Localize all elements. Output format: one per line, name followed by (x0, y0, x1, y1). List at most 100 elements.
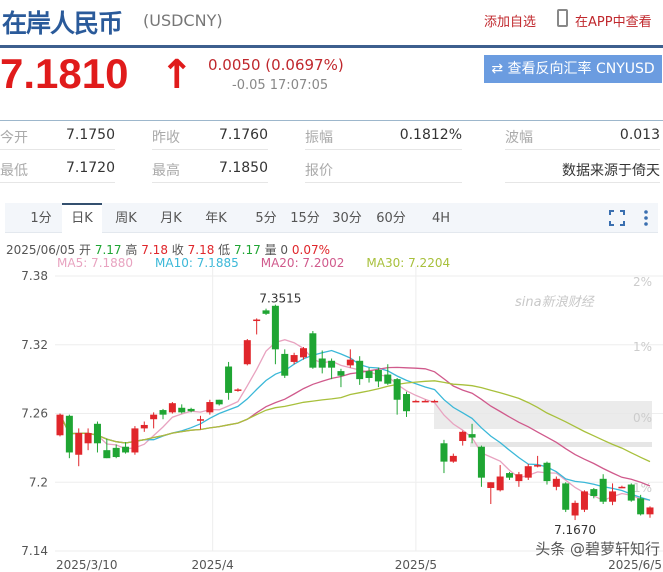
candle (299, 347, 307, 360)
candle (543, 461, 551, 485)
fullscreen-icon[interactable] (609, 210, 625, 226)
candle-body (168, 403, 176, 413)
candle (580, 490, 588, 513)
candle-body (421, 400, 429, 403)
high-value: 7.18 (141, 243, 168, 257)
update-time: -0.05 17:07:05 (232, 78, 329, 93)
candle-body (253, 319, 261, 322)
candle-body (468, 434, 476, 438)
open-label: 开 (79, 243, 92, 257)
tab-6[interactable]: 15分 (290, 211, 320, 226)
y-tick-label: 7.14 (21, 544, 48, 558)
period-tabs: 1分 日K 周K 月K 年K 5分 15分 30分 60分 4H (5, 203, 658, 233)
candle (206, 399, 214, 415)
tab-9[interactable]: 4H (431, 211, 451, 226)
stat-value: 7.1750 (66, 127, 115, 143)
candle-body (449, 455, 457, 462)
candle-body (599, 478, 607, 502)
candle-body (150, 414, 158, 420)
page-title: 在岸人民币 (2, 9, 123, 38)
candle (84, 428, 92, 451)
ohlc-info: 2025/06/05 开 7.17 高 7.18 收 7.18 低 7.17 量… (6, 241, 330, 258)
tab-8[interactable]: 60分 (376, 211, 406, 226)
candle (159, 408, 167, 420)
candle-body (524, 466, 532, 478)
candle (374, 367, 382, 388)
kline-chart[interactable]: 7.38 7.32 7.26 7.2 7.14 2025/3/10 2025/4 2025/5… (0, 266, 663, 572)
candle (243, 339, 251, 366)
candle (618, 485, 626, 489)
candle-body (122, 446, 130, 453)
pct-tick-label: 0% (633, 411, 652, 425)
tab-4[interactable]: 年K (205, 211, 227, 226)
candle-body (571, 502, 579, 516)
candle (571, 500, 579, 521)
candle (449, 453, 457, 463)
volume-label: 量 (264, 243, 277, 257)
ma30-line (59, 380, 651, 463)
candle (412, 399, 420, 403)
candle (365, 367, 373, 383)
candle (65, 414, 73, 459)
candle-body (281, 353, 289, 376)
more-vertical-icon[interactable] (643, 209, 649, 227)
ma-legend-item: MA10: 7.1885 (155, 256, 239, 270)
candle-body (328, 360, 336, 368)
stat-underline (505, 182, 660, 183)
info-date: 2025/06/05 (6, 243, 76, 257)
overlay-band (470, 442, 652, 447)
tab-0[interactable]: 1分 (30, 211, 52, 226)
candle (384, 364, 392, 385)
candle-body (93, 423, 101, 444)
candle (187, 407, 195, 413)
candle (178, 404, 186, 414)
candle (215, 399, 223, 406)
candle (552, 476, 560, 491)
candle (290, 352, 298, 365)
stat-value: 7.1760 (219, 127, 268, 143)
candle-body (75, 432, 83, 455)
candle (75, 428, 83, 467)
stat-label: 今开 (0, 130, 28, 146)
candle-body (403, 394, 411, 412)
stat-label: 最高 (152, 163, 180, 179)
candle-body (440, 443, 448, 462)
candle-body (187, 408, 195, 412)
reverse-rate-button[interactable]: ⇄ 查看反向汇率 CNYUSD (484, 55, 662, 83)
tab-5[interactable]: 5分 (255, 211, 277, 226)
stat-underline (152, 182, 268, 183)
tab-3[interactable]: 月K (160, 211, 182, 226)
candle (346, 349, 354, 368)
ma5-line (59, 339, 651, 502)
candle (337, 368, 345, 388)
low-value: 7.17 (234, 243, 261, 257)
y-tick-label: 7.26 (21, 407, 48, 421)
stat-underline (305, 182, 462, 183)
candle-body (112, 447, 120, 458)
phone-icon (557, 9, 568, 27)
candle-body (84, 432, 92, 444)
candle (234, 388, 242, 392)
candle (271, 304, 279, 365)
stat-underline (152, 149, 268, 150)
stat-label: 昨收 (152, 130, 180, 146)
open-value: 7.17 (94, 243, 122, 257)
candle-body (646, 507, 654, 515)
candle-body (384, 374, 392, 384)
candle (262, 308, 270, 315)
tab-2[interactable]: 周K (115, 211, 137, 226)
candle (318, 350, 326, 374)
candle (328, 358, 336, 380)
tab-1[interactable]: 日K (62, 203, 102, 233)
candle-body (618, 486, 626, 489)
candle (506, 471, 514, 480)
add-watchlist-link[interactable]: 添加自选 (484, 15, 537, 30)
view-in-app-link[interactable]: 在APP中查看 (575, 15, 652, 30)
candle-body (609, 491, 617, 502)
candle (609, 483, 617, 506)
pct-value: 0.07% (291, 243, 330, 257)
candle-body (487, 482, 495, 488)
tab-7[interactable]: 30分 (332, 211, 362, 226)
candle (599, 474, 607, 505)
y-tick-label: 7.32 (21, 338, 48, 352)
